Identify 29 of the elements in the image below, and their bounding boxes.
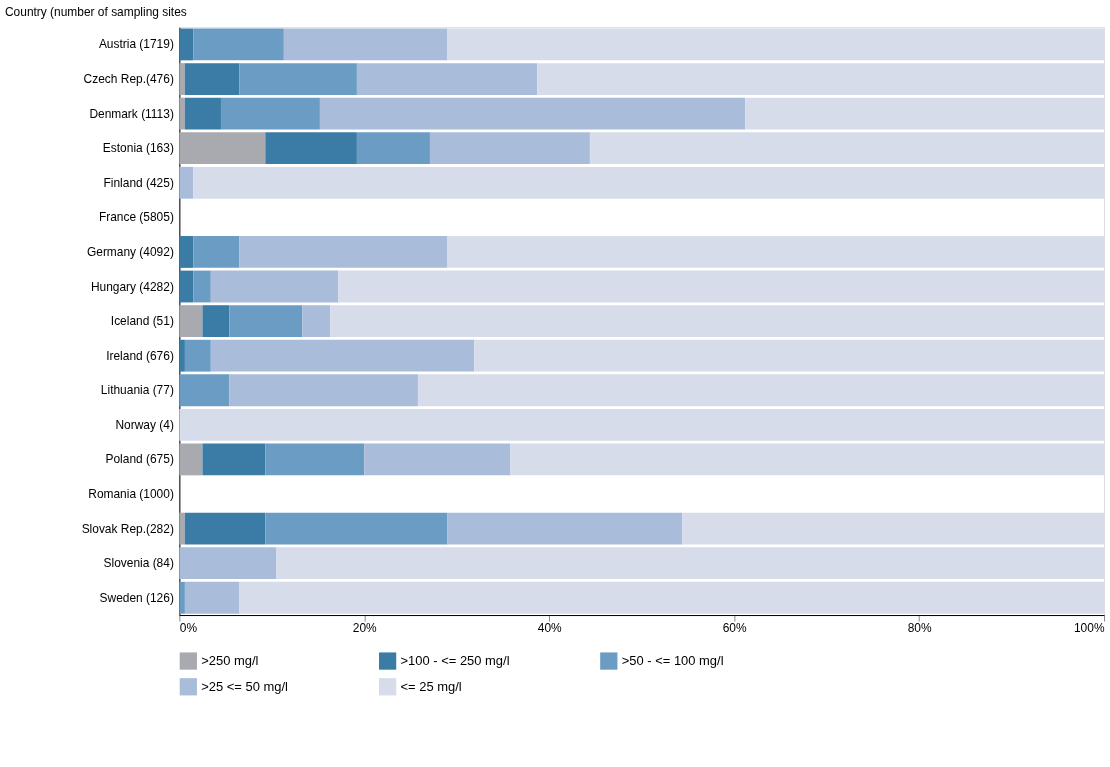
y-tick-label: Germany (4092) (86, 244, 174, 259)
x-tick-label: 80% (907, 621, 932, 636)
y-tick-label: Sweden (126) (99, 590, 174, 605)
legend-label: >50 - <= 100 mg/l (621, 653, 724, 669)
x-tick-label: 60% (722, 621, 747, 636)
y-tick-label: Ireland (676) (106, 348, 174, 363)
y-axis-title: Country (number of sampling sites (4, 5, 187, 20)
y-tick-label: Denmark (1113) (89, 106, 174, 121)
y-tick-label: Austria (1719) (98, 37, 174, 52)
y-tick-label: Finland (425) (103, 175, 174, 190)
y-tick-label: Norway (4) (115, 417, 174, 432)
x-tick-label: 40% (537, 621, 563, 636)
x-tick-label: 20% (352, 621, 378, 636)
x-tick-label: 100% (1073, 621, 1105, 636)
y-tick-label: Lithuania (77) (100, 383, 174, 398)
y-tick-label: Hungary (4282) (90, 279, 174, 294)
y-tick-label: Poland (675) (105, 452, 174, 467)
x-tick-label: 0% (179, 621, 198, 636)
y-tick-label: France (5805) (98, 210, 174, 225)
legend-label: >100 - <= 250 mg/l (400, 653, 510, 669)
legend-label: >25 <= 50 mg/l (201, 678, 289, 694)
y-tick-label: Estonia (163) (102, 141, 174, 156)
legend-label: <= 25 mg/l (400, 678, 462, 694)
legend-label: >250 mg/l (201, 653, 259, 669)
y-tick-label: Iceland (51) (110, 314, 174, 329)
y-tick-label: Slovenia (84) (103, 556, 174, 571)
y-tick-label: Czech Rep.(476) (83, 72, 174, 87)
y-tick-label: Slovak Rep.(282) (81, 521, 174, 536)
y-tick-label: Romania (1000) (88, 487, 174, 501)
